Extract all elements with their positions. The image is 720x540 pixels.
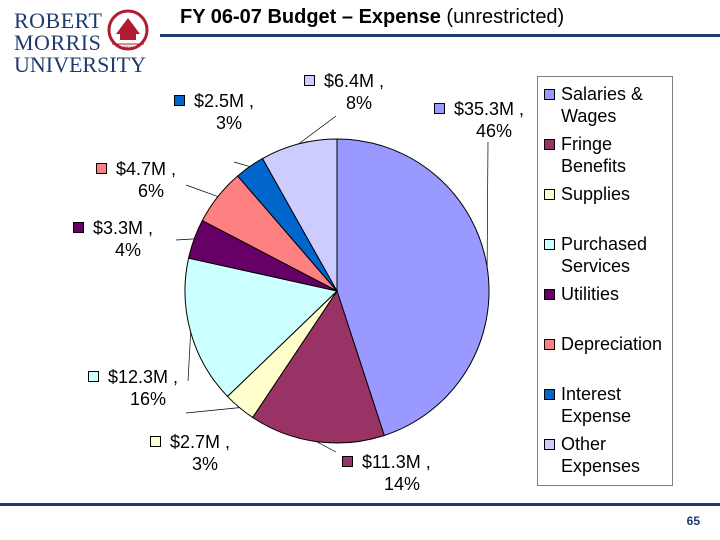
- data-label-value: $12.3M ,: [108, 367, 179, 387]
- data-label-percent: 14%: [384, 474, 421, 494]
- data-label-value: $11.3M ,: [362, 452, 431, 472]
- leader-line: [486, 141, 489, 268]
- logo-line-3: UNIVERSITY: [14, 52, 146, 77]
- data-label-value: $35.3M ,: [454, 99, 525, 119]
- legend-label: Fringe Benefits: [561, 134, 627, 176]
- legend-swatch: [544, 289, 555, 300]
- data-label-percent: 3%: [192, 454, 219, 474]
- legend-label: Salaries & Wages: [561, 84, 644, 126]
- leader-line: [233, 161, 250, 167]
- chart-legend: Salaries & Wages Fringe Benefits Supplies P…: [537, 76, 673, 486]
- data-label-swatch: [150, 436, 161, 447]
- data-label-value: $2.7M ,: [170, 432, 231, 452]
- pie-leader-lines: [175, 115, 489, 453]
- data-label-swatch: [434, 103, 445, 114]
- leader-line: [187, 332, 192, 382]
- data-label-swatch: [304, 75, 315, 86]
- title-bold: FY 06-07 Budget – Expense: [180, 6, 441, 28]
- university-logo: ROBERT MORRIS UNIVERSITY 1921: [14, 6, 154, 76]
- title-rest: (unrestricted): [446, 6, 565, 28]
- logo-line-2: MORRIS: [14, 30, 102, 55]
- page-number: 65: [686, 514, 700, 528]
- legend-swatch: [544, 239, 555, 250]
- pie-slice-fringe-benefits: [251, 289, 385, 444]
- leader-line: [316, 441, 337, 453]
- data-label-swatch: [342, 456, 353, 467]
- header-divider: [160, 34, 720, 37]
- legend-label: Purchased Services: [561, 234, 648, 276]
- data-label-swatch: [174, 95, 185, 106]
- legend-swatch: [544, 139, 555, 150]
- university-seal-icon: 1921: [107, 9, 149, 51]
- legend-label: Interest Expense: [561, 384, 632, 426]
- legend-swatch: [544, 89, 555, 100]
- legend-swatch: [544, 339, 555, 350]
- legend-swatch: [544, 439, 555, 450]
- legend-label: Utilities: [561, 284, 620, 304]
- leader-line: [175, 238, 195, 241]
- data-label-swatch: [88, 371, 99, 382]
- data-label-percent: 46%: [476, 121, 513, 141]
- data-label-value: $3.3M ,: [93, 218, 154, 238]
- data-label-value: $4.7M ,: [116, 159, 177, 179]
- data-label-percent: 4%: [115, 240, 142, 260]
- leader-line: [185, 407, 240, 414]
- leader-line: [298, 115, 337, 145]
- footer-divider: [0, 503, 720, 506]
- data-label-value: $2.5M ,: [194, 91, 255, 111]
- legend-label: Depreciation: [561, 334, 663, 354]
- data-label-percent: 16%: [130, 389, 167, 409]
- data-label-swatch: [96, 163, 107, 174]
- logo-line-1: ROBERT: [14, 8, 103, 33]
- legend-swatch: [544, 389, 555, 400]
- legend-swatch: [544, 189, 555, 200]
- seal-year: 1921: [123, 46, 134, 51]
- page-title: FY 06-07 Budget – Expense (unrestricted): [180, 6, 564, 29]
- data-label-percent: 6%: [138, 181, 165, 201]
- data-label-percent: 8%: [346, 93, 373, 113]
- pie-slices: [184, 138, 490, 444]
- legend-label: Other Expenses: [561, 434, 641, 476]
- data-label-percent: 3%: [216, 113, 243, 133]
- data-label-value: $6.4M ,: [324, 71, 385, 91]
- legend-label: Supplies: [561, 184, 631, 204]
- leader-line: [185, 184, 219, 197]
- data-label-swatch: [73, 222, 84, 233]
